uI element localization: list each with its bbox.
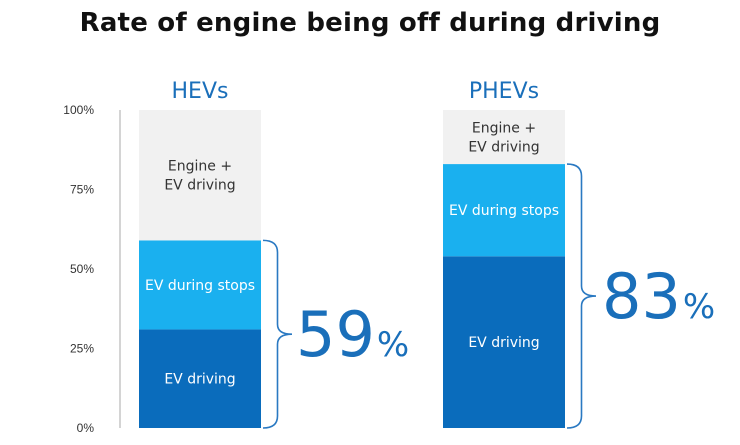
- group-label-phevs: PHEVs: [469, 79, 539, 104]
- brace-hevs: [262, 239, 293, 429]
- segment-label-hevs-1: EV during stops: [145, 278, 255, 294]
- y-tick-label-50pct: 50%: [70, 262, 94, 276]
- segment-label-phevs-1: EV during stops: [449, 203, 559, 219]
- y-tick-label-100pct: 100%: [63, 103, 94, 117]
- bar-segment-hevs-0: [139, 329, 261, 428]
- total-percent-phevs: 83%: [602, 260, 715, 333]
- group-label-hevs: HEVs: [172, 79, 229, 104]
- segment-label-hevs-0: EV driving: [164, 372, 235, 388]
- brace-phevs: [566, 163, 597, 429]
- y-tick-label-0pct: 0%: [77, 421, 95, 435]
- segment-label-phevs-0: EV driving: [468, 335, 539, 351]
- bar-segment-hevs-1: [139, 240, 261, 330]
- y-tick-label-25pct: 25%: [70, 342, 94, 356]
- chart-title: Rate of engine being off during driving: [79, 8, 661, 38]
- segment-label-hevs-2: Engine + EV driving: [164, 159, 235, 194]
- bar-segment-hevs-2: [139, 110, 261, 241]
- bar-segment-phevs-1: [443, 164, 565, 257]
- bar-segment-phevs-2: [443, 110, 565, 165]
- bar-segment-phevs-0: [443, 256, 565, 428]
- total-percent-hevs: 59%: [296, 298, 409, 371]
- y-tick-label-75pct: 75%: [70, 183, 94, 197]
- segment-label-phevs-2: Engine + EV driving: [468, 121, 539, 156]
